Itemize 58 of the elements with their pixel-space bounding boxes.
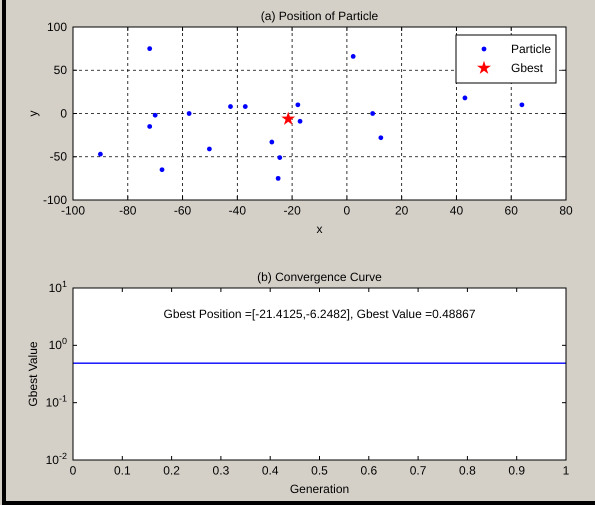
y-tick-label: -50 [50, 150, 68, 164]
legend-label: Particle [511, 42, 552, 56]
point [98, 152, 103, 157]
x-tick-label: 0.4 [262, 464, 279, 478]
point [520, 102, 524, 108]
point [295, 102, 300, 108]
legend-label: Gbest [511, 61, 544, 76]
point [298, 118, 302, 124]
point [281, 112, 296, 125]
x-tick-label: 0.8 [459, 464, 476, 478]
x-tick-label: 1 [562, 464, 570, 478]
y-tick-label: -100 [42, 192, 68, 207]
y-tick-label: 10$^{-1}$ [46, 394, 67, 410]
x-tick-label: 0.5 [311, 464, 328, 478]
point [462, 96, 468, 100]
point [370, 111, 376, 116]
point [186, 111, 192, 116]
point [228, 104, 233, 109]
x-tick-label: -80 [119, 204, 137, 218]
point [147, 46, 152, 52]
x-tick-label: 0.6 [360, 464, 378, 478]
x-tick-label: -40 [228, 204, 246, 218]
x-axis-title: x [316, 222, 322, 236]
point [147, 124, 152, 129]
x-tick-label: 0.1 [114, 464, 131, 478]
x-tick-label: 0 [344, 204, 351, 218]
y-axis-title: Gbest Value [26, 341, 40, 407]
y-tick-label: 10$^{1}$ [48, 278, 67, 295]
point [276, 176, 281, 181]
chart-title: (a) Position of Particle [260, 9, 379, 23]
chart-title: (b) Convergence Curve [257, 270, 382, 284]
x-tick-label: 0.2 [163, 464, 180, 478]
y-axis-title: y [26, 110, 40, 116]
x-tick-label: 20 [394, 204, 409, 218]
x-axis-title: Generation [290, 482, 350, 496]
point [350, 54, 356, 59]
point [269, 140, 274, 144]
x-tick-label: 40 [450, 204, 464, 218]
point [277, 155, 282, 160]
point [152, 112, 158, 118]
y-tick-label: 10$^{0}$ [48, 336, 67, 352]
x-tick-label: 0.7 [410, 464, 427, 478]
annotation: Gbest Position =[-21.4125,-6.2482], Gbest Value =0.48867 [164, 307, 476, 321]
x-tick-label: -20 [283, 204, 302, 218]
y-tick-label: 0 [60, 106, 68, 120]
x-tick-label: 0.3 [212, 464, 230, 478]
x-tick-label: 0.9 [508, 464, 526, 478]
y-tick-label: 50 [54, 63, 68, 78]
point [160, 167, 164, 172]
y-tick-label: 100 [46, 20, 68, 34]
point [242, 104, 248, 109]
x-tick-label: 0 [70, 464, 77, 478]
point [378, 135, 384, 140]
x-tick-label: -60 [174, 204, 192, 218]
x-tick-label: 80 [559, 204, 573, 218]
x-tick-label: 60 [504, 204, 518, 218]
point [207, 146, 212, 152]
y-tick-label: 10$^{-2}$ [46, 450, 67, 467]
